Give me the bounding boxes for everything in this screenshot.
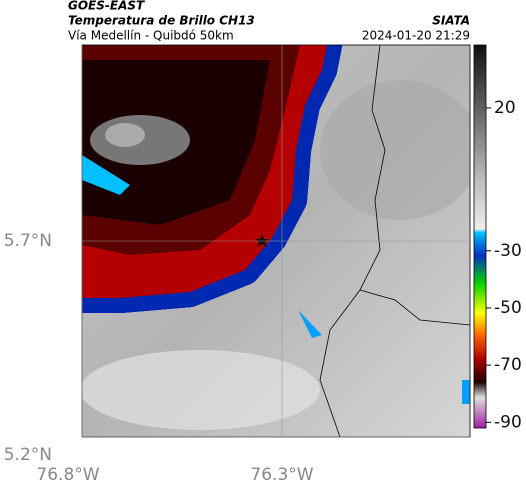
y-tick-label: 5.2°N [4, 445, 52, 465]
org: SIATA [432, 14, 470, 28]
colorbar-tick-label: -90 [494, 412, 522, 432]
y-tick-label: 5.7°N [4, 231, 52, 251]
subtitle: Vía Medellín - Quibdó 50km [68, 29, 234, 43]
location-marker [255, 234, 269, 247]
colorbar-tick-label: -50 [494, 298, 522, 318]
colorbar-tick-label: 20 [494, 98, 516, 118]
colorbar-tick-label: -70 [494, 355, 522, 375]
imagery [82, 45, 470, 437]
colorbar-tick-label: -30 [494, 241, 522, 261]
x-tick-label: 76.8°W [36, 465, 99, 485]
colorbar [473, 44, 487, 429]
datetime: 2024-01-20 21:29 [362, 29, 470, 43]
x-tick-label: 76.3°W [250, 465, 313, 485]
title: Temperatura de Brillo CH13 [68, 14, 255, 28]
source: GOES-EAST [68, 0, 145, 13]
